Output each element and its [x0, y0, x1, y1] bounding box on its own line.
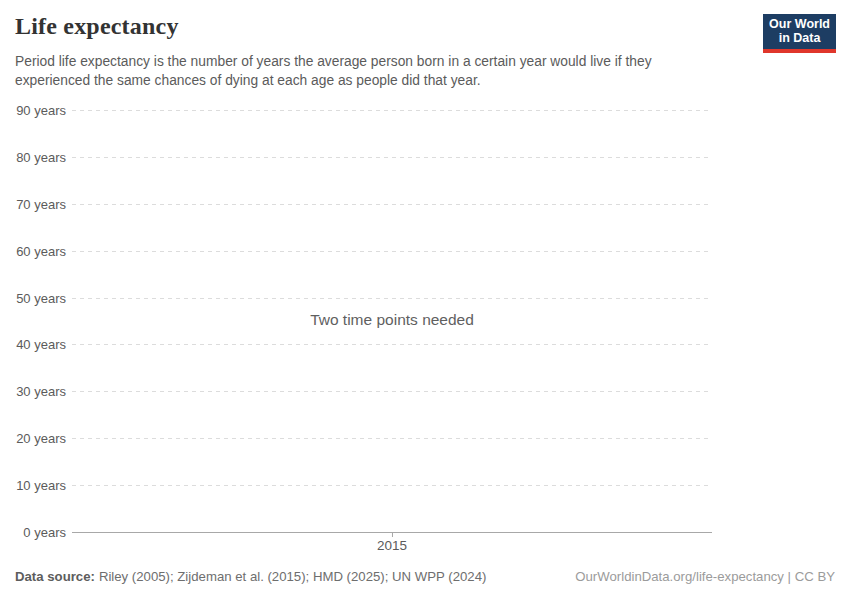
empty-state-message: Two time points needed: [72, 311, 712, 329]
gridline: [72, 485, 712, 486]
x-tick: 2015: [377, 532, 407, 553]
x-tick-label: 2015: [377, 538, 407, 553]
gridline: [72, 110, 712, 111]
data-source-label: Data source:: [15, 569, 95, 584]
y-tick-label: 80 years: [0, 149, 66, 164]
y-tick-label: 20 years: [0, 431, 66, 446]
gridline: [72, 438, 712, 439]
y-tick-label: 10 years: [0, 478, 66, 493]
y-tick-label: 40 years: [0, 337, 66, 352]
page-title: Life expectancy: [15, 13, 179, 40]
gridline: [72, 344, 712, 345]
license-link[interactable]: OurWorldinData.org/life-expectancy | CC …: [575, 569, 835, 584]
y-tick-label: 50 years: [0, 290, 66, 305]
chart-subtitle: Period life expectancy is the number of …: [15, 52, 725, 91]
gridline: [72, 204, 712, 205]
gridline: [72, 298, 712, 299]
logo-line-1: Our World: [769, 17, 830, 31]
gridline: [72, 157, 712, 158]
owid-logo: Our World in Data: [763, 14, 836, 53]
y-tick-label: 60 years: [0, 243, 66, 258]
y-tick-label: 0 years: [0, 525, 66, 540]
data-source-line: Data source: Riley (2005); Zijdeman et al…: [15, 569, 486, 584]
gridline: [72, 251, 712, 252]
logo-line-2: in Data: [769, 31, 830, 45]
x-axis-ticks: 2015: [72, 532, 712, 562]
y-tick-label: 30 years: [0, 384, 66, 399]
y-tick-label: 70 years: [0, 196, 66, 211]
x-tick-mark: [391, 532, 392, 537]
gridline: [72, 391, 712, 392]
data-source-text: Riley (2005); Zijdeman et al. (2015); HM…: [99, 569, 486, 584]
y-tick-label: 90 years: [0, 103, 66, 118]
